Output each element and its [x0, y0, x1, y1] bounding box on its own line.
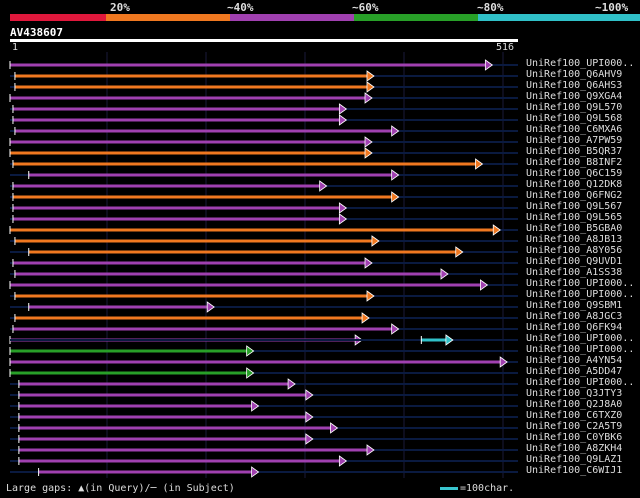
hit-label[interactable]: UniRef100_Q12DK8 [526, 179, 623, 190]
hit-label[interactable]: UniRef100_Q9L567 [526, 201, 623, 212]
hit-label[interactable]: UniRef100_Q3JTY3 [526, 388, 623, 399]
hit-label[interactable]: UniRef100_A8JB13 [526, 234, 623, 245]
hit-arrow [251, 400, 260, 412]
legend-label-20: 20% [110, 1, 130, 14]
hit-arrow [366, 70, 375, 82]
hit-arrow [305, 433, 314, 445]
hit-label[interactable]: UniRef100_Q9UVD1 [526, 256, 623, 267]
hit-arrow [251, 466, 260, 478]
hit-arrow [440, 268, 449, 280]
hit-arrow [364, 92, 373, 104]
legend-label-80: ~80% [477, 1, 504, 14]
hit-label[interactable]: UniRef100_A1SS38 [526, 267, 623, 278]
hit-label[interactable]: UniRef100_C0YBK6 [526, 432, 623, 443]
scale-legend: =100char. [440, 483, 514, 494]
hit-arrow [246, 345, 255, 357]
hit-arrow [391, 169, 400, 181]
hit-arrow [391, 125, 400, 137]
hit-arrow [338, 202, 348, 214]
hit-arrow [319, 180, 328, 192]
hit-label[interactable]: UniRef100_UPI000.. [526, 289, 635, 300]
hit-arrow [338, 455, 348, 467]
hit-arrow [371, 235, 380, 247]
hit-label[interactable]: UniRef100_UPI000.. [526, 58, 635, 69]
hit-arrow [364, 136, 373, 148]
hit-arrow [484, 59, 494, 71]
query-start-label: 1 [12, 42, 19, 53]
scale-text: =100char. [460, 483, 515, 494]
legend-label-40: ~40% [227, 1, 254, 14]
hit-label[interactable]: UniRef100_C2A5T9 [526, 421, 623, 432]
hit-label[interactable]: UniRef100_A5DD47 [526, 366, 623, 377]
hit-arrow [366, 81, 375, 93]
identity-legend: 20% ~40% ~60% ~80% ~100% [10, 0, 640, 22]
legend-bar-20 [10, 14, 106, 21]
hit-arrow [338, 213, 348, 225]
hit-arrow [330, 422, 339, 434]
hit-arrow [391, 191, 400, 203]
hit-label[interactable]: UniRef100_A4YN54 [526, 355, 623, 366]
hit-label[interactable]: UniRef100_Q6AHS3 [526, 80, 623, 91]
hit-arrow [366, 290, 375, 302]
hit-arrow [305, 411, 314, 423]
hit-arrow [287, 378, 296, 390]
hit-arrow [366, 444, 375, 456]
hit-label[interactable]: UniRef100_B5QR37 [526, 146, 623, 157]
legend-bar-60 [230, 14, 354, 21]
legend-bar-100 [478, 14, 640, 21]
hit-label[interactable]: UniRef100_C6TXZ0 [526, 410, 623, 421]
hit-label[interactable]: UniRef100_A8ZKH4 [526, 443, 623, 454]
hit-label[interactable]: UniRef100_B8INF2 [526, 157, 623, 168]
hit-label[interactable]: UniRef100_Q9L565 [526, 212, 623, 223]
legend-bar-40 [106, 14, 230, 21]
hit-arrow [364, 257, 373, 269]
legend-label-60: ~60% [352, 1, 379, 14]
hit-label[interactable]: UniRef100_Q9SBM1 [526, 300, 623, 311]
hit-arrow [499, 356, 508, 368]
hit-arrow [480, 279, 489, 291]
hit-label[interactable]: UniRef100_A7PW59 [526, 135, 623, 146]
hit-label[interactable]: UniRef100_Q6C159 [526, 168, 623, 179]
hit-arrow [475, 158, 484, 170]
query-end-label: 516 [496, 42, 515, 53]
gap-legend: Large gaps: ▲(in Query)/─ (in Subject) [6, 483, 235, 494]
query-bar [10, 39, 518, 42]
query-sequence: AV438607 1 516 [10, 26, 520, 53]
legend-label-100: ~100% [595, 1, 629, 14]
hit-label[interactable]: UniRef100_UPI000.. [526, 333, 635, 344]
hit-label[interactable]: UniRef100_Q2J8A0 [526, 399, 623, 410]
hit-arrow [206, 301, 215, 313]
hit-arrow [305, 389, 314, 401]
hit-arrow [338, 114, 348, 126]
hit-arrow [246, 367, 255, 379]
hit-label[interactable]: UniRef100_Q9XGA4 [526, 91, 623, 102]
hit-arrow [492, 224, 501, 236]
scale-bar [440, 486, 458, 490]
hit-label[interactable]: UniRef100_Q9L568 [526, 113, 623, 124]
hit-label[interactable]: UniRef100_UPI000.. [526, 377, 635, 388]
hit-arrow [361, 312, 370, 324]
hit-label[interactable]: UniRef100_Q6FNG2 [526, 190, 623, 201]
hit-label[interactable]: UniRef100_C6WIJ1 [526, 465, 623, 476]
hit-label[interactable]: UniRef100_UPI000.. [526, 344, 635, 355]
hit-arrow [391, 323, 400, 335]
hit-label[interactable]: UniRef100_Q6FK94 [526, 322, 623, 333]
hit-arrow [364, 147, 373, 159]
hit-label[interactable]: UniRef100_C6MXA6 [526, 124, 623, 135]
hit-arrow [445, 334, 454, 346]
query-id: AV438607 [10, 26, 63, 39]
hit-label[interactable]: UniRef100_A8Y056 [526, 245, 623, 256]
hit-label[interactable]: UniRef100_Q6AHV9 [526, 69, 623, 80]
hit-arrow [338, 103, 348, 115]
hit-label[interactable]: UniRef100_B5GBA0 [526, 223, 623, 234]
hit-label[interactable]: UniRef100_A8JGC3 [526, 311, 623, 322]
hit-arrow [455, 246, 464, 258]
legend-bar-80 [354, 14, 478, 21]
hit-label[interactable]: UniRef100_Q9LAZ1 [526, 454, 623, 465]
hit-label[interactable]: UniRef100_Q9L570 [526, 102, 623, 113]
hit-label[interactable]: UniRef100_UPI000.. [526, 278, 635, 289]
